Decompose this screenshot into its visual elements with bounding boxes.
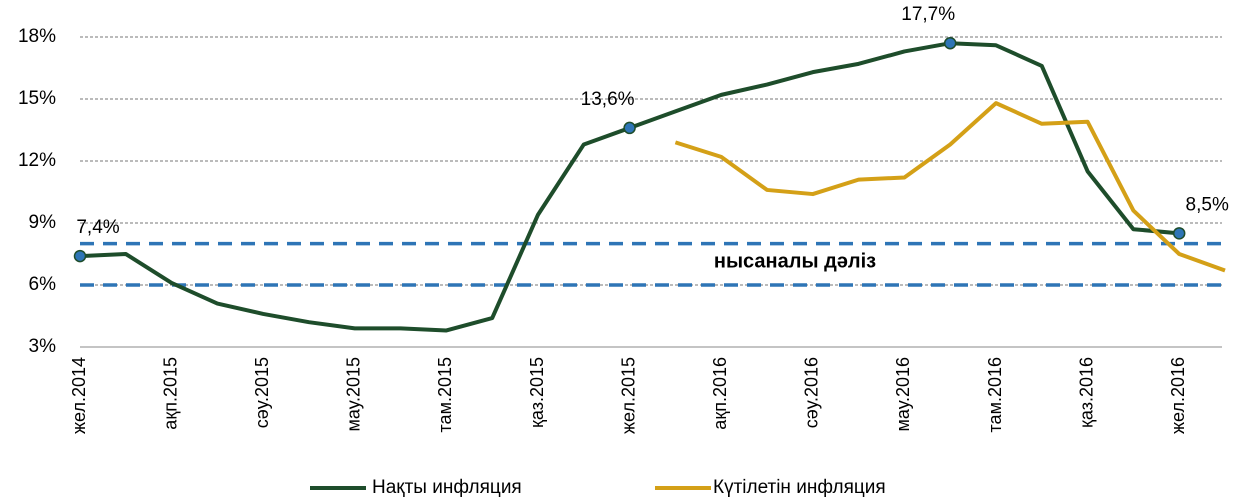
x-tick-label: сәу.2016	[802, 357, 822, 428]
y-tick-label: 18%	[18, 26, 56, 47]
x-tick-label: там.2016	[985, 357, 1005, 432]
legend-label: Күтілетін инфляция	[713, 477, 886, 497]
data-point	[943, 36, 957, 50]
x-tick-label: қаз.2016	[1076, 357, 1096, 428]
data-point	[73, 249, 87, 263]
data-point	[1172, 227, 1186, 240]
x-tick-label: жел.2016	[1168, 357, 1188, 434]
x-tick-label: мау.2016	[893, 357, 913, 431]
series-line	[674, 101, 1226, 273]
y-tick-label: 6%	[29, 274, 57, 295]
data-label: 8,5%	[1186, 194, 1229, 215]
data-label: 13,6%	[581, 89, 635, 110]
x-tick-label: там.2015	[435, 357, 455, 432]
data-label: 7,4%	[76, 217, 119, 238]
series-line	[79, 41, 1180, 333]
y-tick-label: 9%	[29, 212, 57, 233]
x-tick-label: сәу.2015	[252, 357, 272, 428]
data-point	[623, 121, 636, 135]
target-label: нысаналы дәліз	[714, 251, 876, 273]
x-tick-label: ақп.2015	[160, 357, 180, 430]
x-tick-label: жел.2015	[618, 357, 638, 434]
x-tick-label: ақп.2016	[710, 357, 730, 430]
legend-label: Нақты инфляция	[372, 477, 522, 497]
x-tick-label: қаз.2015	[527, 357, 547, 428]
x-tick-label: жел.2014	[69, 357, 89, 434]
y-tick-label: 15%	[18, 88, 56, 109]
data-label: 17,7%	[901, 4, 955, 25]
y-tick-label: 12%	[18, 150, 56, 171]
y-tick-label: 3%	[29, 336, 57, 357]
x-tick-label: мау.2015	[344, 357, 364, 431]
